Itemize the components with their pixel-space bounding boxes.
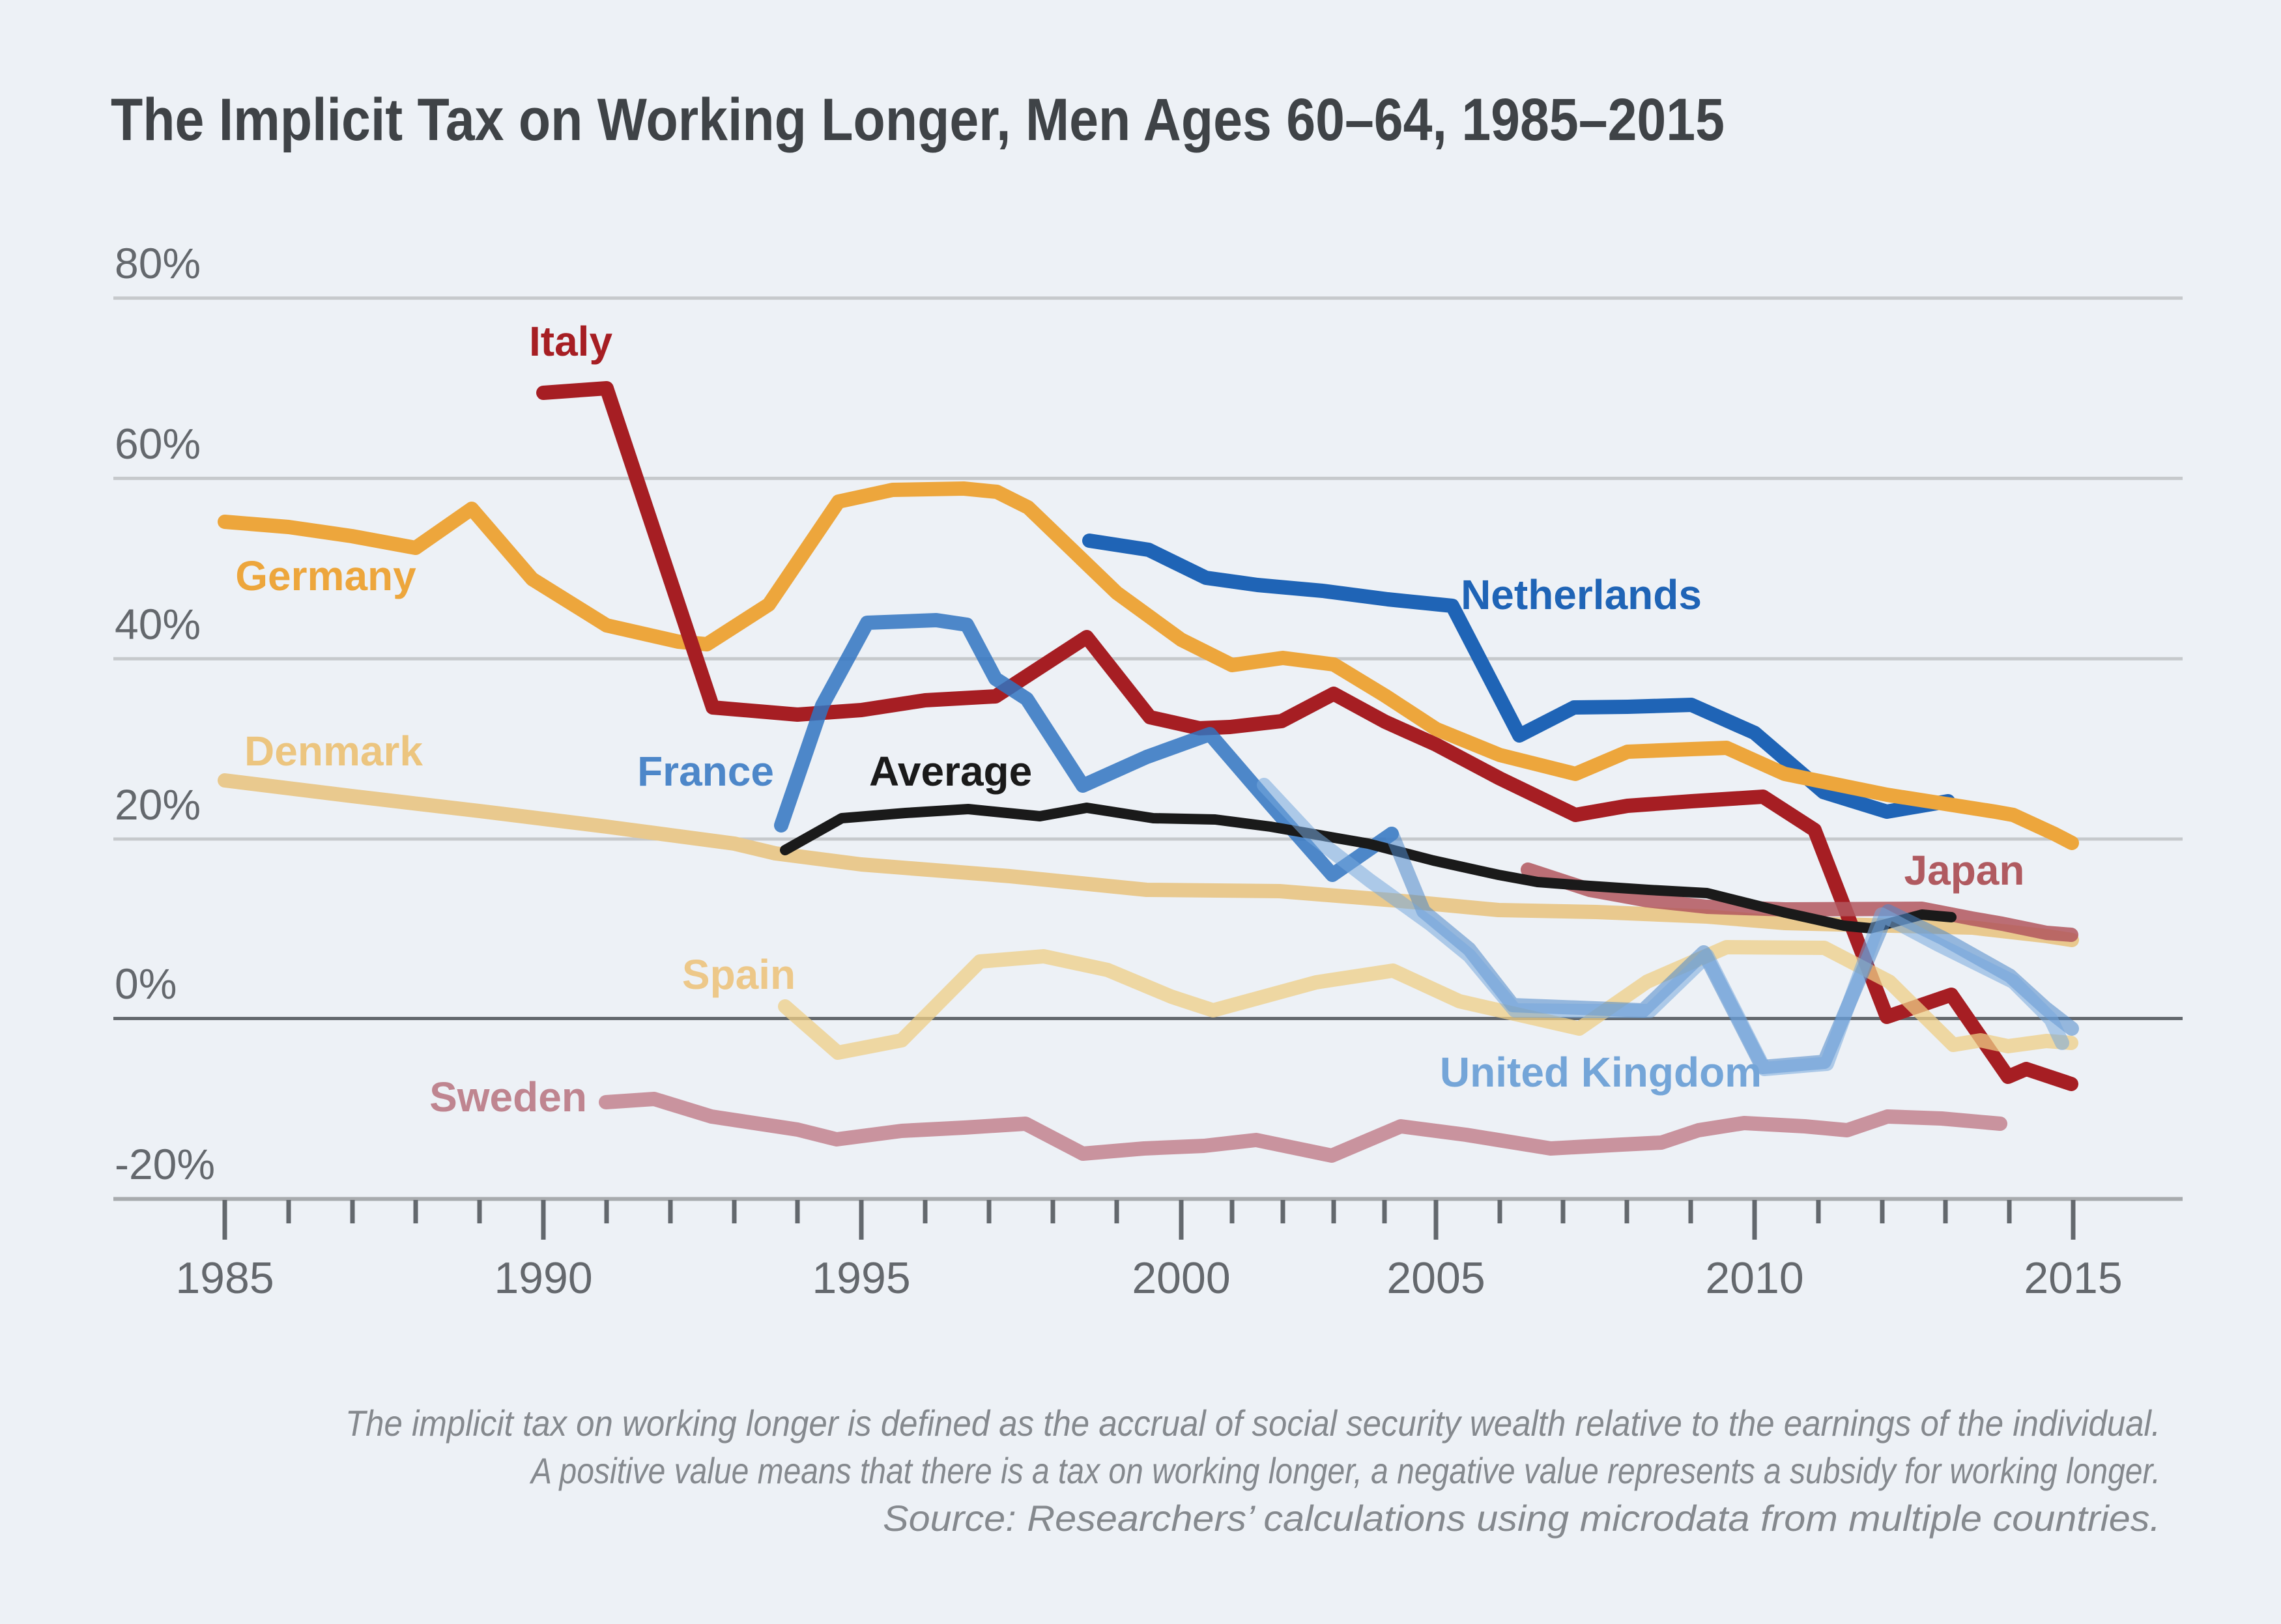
svg-text:Sweden: Sweden [429,1074,587,1120]
svg-text:1985: 1985 [175,1253,274,1303]
svg-text:80%: 80% [115,239,201,287]
svg-text:2005: 2005 [1386,1253,1485,1303]
svg-text:20%: 20% [115,780,201,829]
svg-text:Italy: Italy [529,318,612,365]
svg-text:1995: 1995 [812,1253,910,1303]
svg-text:The Implicit Tax on Working Lo: The Implicit Tax on Working Longer, Men … [111,87,1725,153]
svg-text:Source: Researchers’ calculati: Source: Researchers’ calculations using … [883,1498,2160,1539]
svg-text:0%: 0% [115,960,177,1008]
svg-text:2000: 2000 [1132,1253,1230,1303]
svg-text:United Kingdom: United Kingdom [1440,1049,1762,1096]
svg-text:Spain: Spain [682,951,796,998]
svg-text:2015: 2015 [2024,1253,2122,1303]
svg-text:Germany: Germany [235,552,416,599]
svg-text:A positive value means that th: A positive value means that there is a t… [529,1450,2160,1491]
svg-text:The implicit tax on working lo: The implicit tax on working longer is de… [345,1403,2160,1444]
svg-text:60%: 60% [115,420,201,468]
svg-text:Japan: Japan [1904,847,2025,894]
svg-text:1990: 1990 [494,1253,592,1303]
svg-text:Average: Average [869,748,1032,795]
svg-text:Netherlands: Netherlands [1461,571,1702,618]
svg-text:France: France [637,748,774,795]
svg-text:2010: 2010 [1705,1253,1803,1303]
svg-text:40%: 40% [115,600,201,648]
svg-text:Denmark: Denmark [244,728,423,775]
svg-text:-20%: -20% [115,1140,215,1188]
